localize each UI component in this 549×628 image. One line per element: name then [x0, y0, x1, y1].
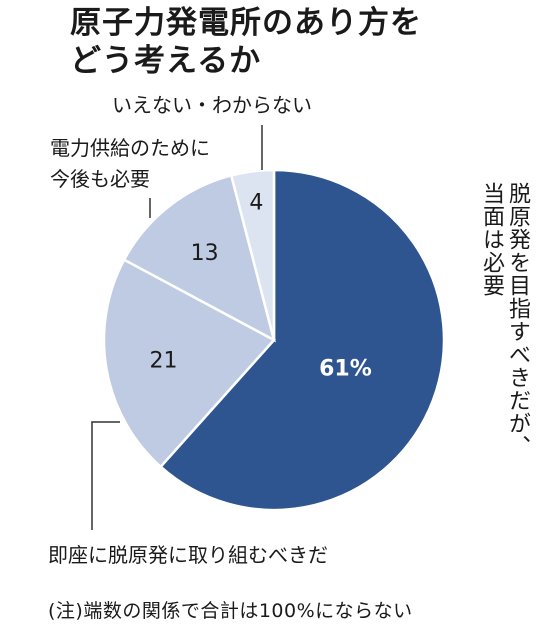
slice-value-dont-know: 4: [249, 191, 263, 216]
pie-slice-needed: [122, 173, 276, 343]
callout-reduce-line-2: 当面は必要: [479, 182, 504, 297]
pie-slices: [102, 168, 446, 512]
callout-dont-know: いえない・わからない: [112, 93, 312, 117]
slice-value-labels: 61% 21 13 4: [150, 191, 372, 382]
callout-needed-line-2: 今後も必要: [50, 167, 150, 191]
pie-slice-reduce-gradually: [158, 168, 446, 512]
slice-value-immediate-exit: 21: [150, 348, 178, 373]
footnote: (注)端数の関係で合計は100%にならない: [48, 600, 413, 622]
chart-title-line-1: 原子力発電所のあり方を: [70, 5, 422, 41]
chart-title-line-2: どう考えるか: [70, 43, 262, 79]
pie-slice-immediate-exit: [102, 258, 276, 469]
slice-value-needed: 13: [191, 241, 219, 266]
callout-needed-line-1: 電力供給のために: [50, 136, 210, 160]
pie-slice-dont-know: [229, 168, 276, 341]
leader-line-immediate: [91, 421, 120, 530]
callout-reduce-gradually: 脱原発を目指すべきだが、 当面は必要: [478, 182, 530, 512]
callout-reduce-line-1: 脱原発を目指すべきだが、: [505, 182, 530, 458]
callout-immediate: 即座に脱原発に取り組むべきだ: [48, 543, 328, 567]
slice-value-reduce-gradually: 61%: [319, 356, 372, 381]
